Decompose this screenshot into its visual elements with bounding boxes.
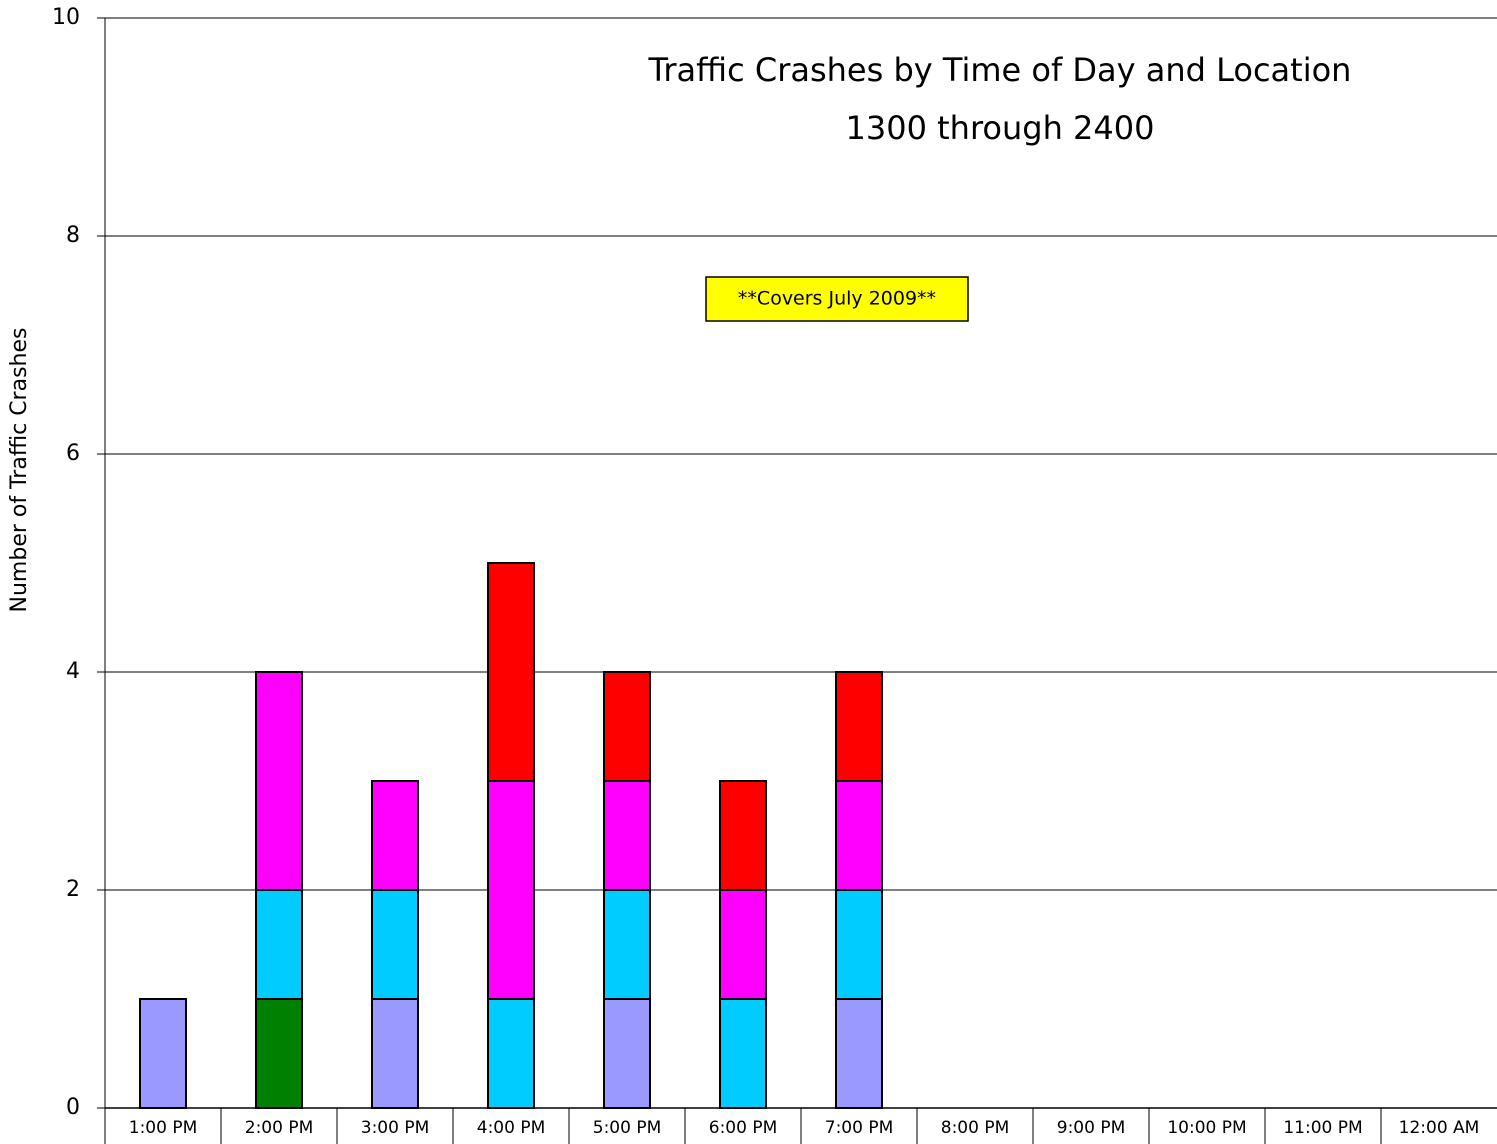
bar-segment [371, 889, 419, 1000]
x-tick-label: 10:00 PM [1167, 1118, 1246, 1138]
y-tick-label: 10 [52, 5, 80, 30]
annotation-box [705, 276, 969, 322]
bar-segment [603, 780, 651, 891]
x-tick-label: 6:00 PM [709, 1118, 778, 1138]
x-tick-label: 3:00 PM [361, 1118, 430, 1138]
chart-subtitle: 1300 through 2400 [846, 109, 1155, 147]
x-tick-label: 12:00 AM [1399, 1118, 1480, 1138]
x-tick-label: 5:00 PM [593, 1118, 662, 1138]
x-tick-label: 9:00 PM [1057, 1118, 1126, 1138]
y-tick-label: 6 [66, 441, 80, 466]
y-tick-label: 4 [66, 659, 80, 684]
x-tick-label: 2:00 PM [245, 1118, 314, 1138]
bar-segment [255, 671, 303, 891]
bar-segment [487, 780, 535, 1000]
bar-segment [371, 780, 419, 891]
bar-segment [835, 780, 883, 891]
bar-segment [719, 889, 767, 1000]
bar-segment [603, 998, 651, 1109]
x-tick-label: 7:00 PM [825, 1118, 894, 1138]
x-tick-label: 4:00 PM [477, 1118, 546, 1138]
bar-segment [371, 998, 419, 1109]
bar-segment [139, 998, 187, 1109]
annotation: **Covers July 2009** [738, 288, 936, 310]
bar-segment [835, 671, 883, 782]
y-tick-label: 0 [66, 1095, 80, 1120]
bar-segment [835, 889, 883, 1000]
bar-segment [255, 998, 303, 1109]
x-tick-label: 11:00 PM [1283, 1118, 1362, 1138]
x-tick-label: 1:00 PM [129, 1118, 198, 1138]
bar-segment [603, 671, 651, 782]
x-tick-label: 8:00 PM [941, 1118, 1010, 1138]
y-tick-label: 8 [66, 223, 80, 248]
bar-segment [255, 889, 303, 1000]
bar-segment [487, 998, 535, 1109]
bar-segment [487, 562, 535, 782]
chart-title: Traffic Crashes by Time of Day and Locat… [648, 51, 1352, 89]
bar-segment [719, 998, 767, 1109]
y-tick-label: 2 [66, 877, 80, 902]
y-axis-label: Number of Traffic Crashes [7, 328, 32, 613]
bar-segment [835, 998, 883, 1109]
bar-segment [719, 780, 767, 891]
bar-segment [603, 889, 651, 1000]
